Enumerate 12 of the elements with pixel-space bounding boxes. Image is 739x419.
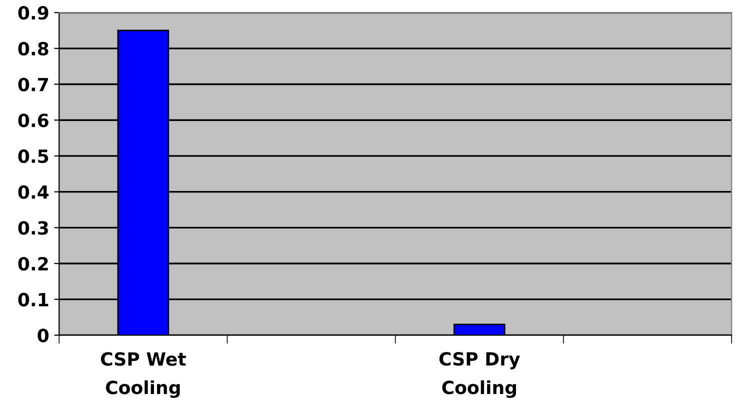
y-tick-label: 0.3 <box>18 221 48 235</box>
y-tick-label: 0.1 <box>18 292 48 306</box>
y-tick-label: 0.2 <box>18 256 48 271</box>
y-tick-label: 0.9 <box>18 6 48 20</box>
x-tick-label: CSP Dry Cooling <box>439 352 520 398</box>
y-tick-label: 0.7 <box>18 78 48 92</box>
y-tick-label: 0.4 <box>18 185 49 199</box>
y-tick-label: 0.8 <box>18 42 48 56</box>
y-tick-label: 0 <box>38 328 49 342</box>
y-tick-label: 0.5 <box>18 149 48 164</box>
x-tick-label: CSP Wet Cooling <box>100 352 186 398</box>
y-tick-label: 0.6 <box>18 114 48 128</box>
